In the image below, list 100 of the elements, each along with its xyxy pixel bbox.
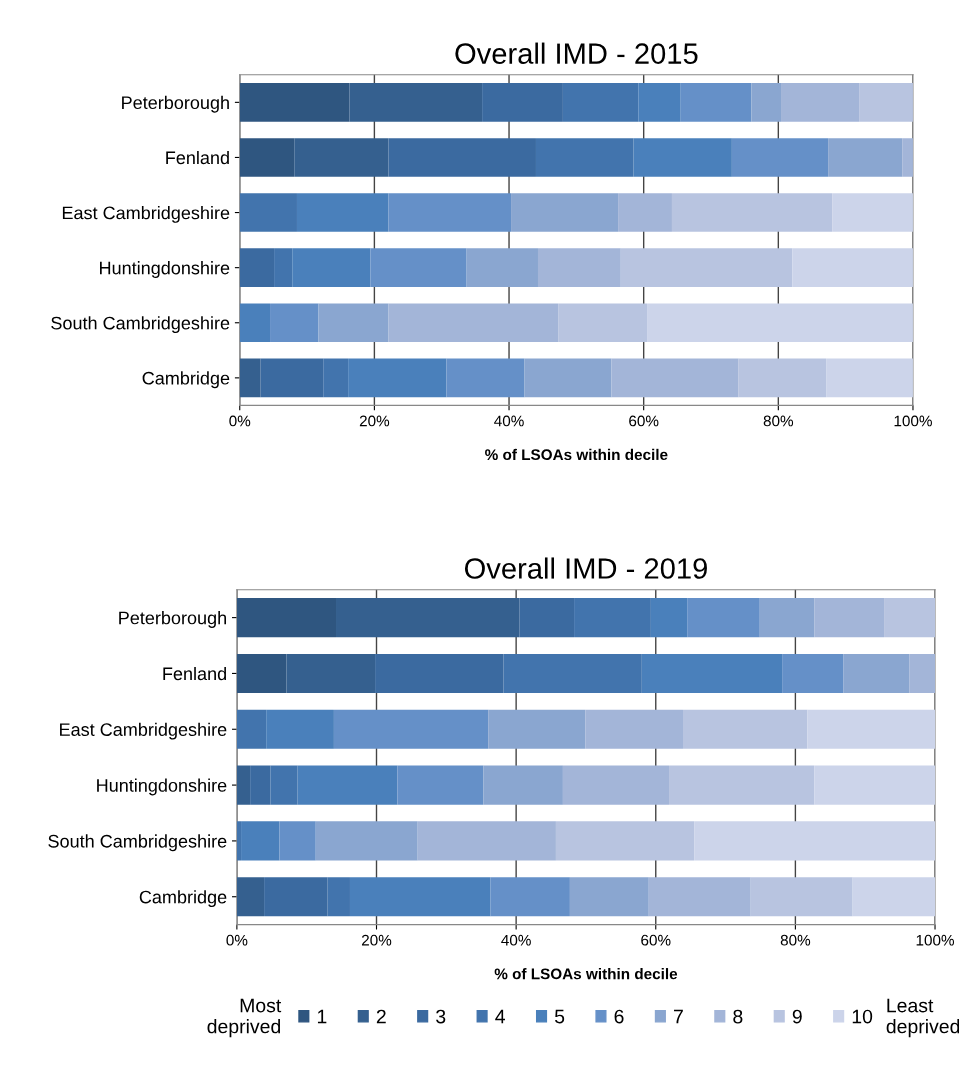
- bar: [618, 193, 672, 232]
- bar: [682, 709, 808, 749]
- text: Least deprived: [886, 998, 959, 1038]
- bar: [270, 303, 319, 343]
- legend-label: 2: [376, 1009, 386, 1024]
- x-tick-label: 20%: [359, 415, 390, 427]
- bar: [323, 358, 349, 398]
- bar: [297, 765, 398, 805]
- bar: [611, 358, 739, 398]
- bar: [852, 877, 936, 917]
- legend-label: 1: [317, 1009, 327, 1024]
- bar: [236, 821, 242, 861]
- bar: [296, 193, 389, 232]
- bar: [638, 83, 681, 122]
- bar: [236, 709, 267, 749]
- bar: [349, 877, 491, 917]
- bar: [241, 821, 280, 861]
- bar: [669, 765, 815, 805]
- bar: [488, 709, 586, 749]
- bar: [759, 598, 815, 638]
- bar: [466, 248, 538, 287]
- bar: [650, 598, 688, 638]
- bar: [239, 83, 350, 122]
- bar: [327, 877, 350, 917]
- x-tick-label: 60%: [629, 415, 659, 427]
- x-tick-label: 40%: [501, 934, 531, 946]
- x-axis-title: % of LSOAs within decile: [494, 968, 678, 980]
- bar: [843, 653, 910, 693]
- bar: [647, 303, 913, 343]
- y-tick-label: Peterborough: [119, 611, 226, 628]
- bar: [388, 303, 559, 343]
- bar: [884, 598, 936, 638]
- bar: [236, 765, 251, 805]
- y-tick-label: Fenland: [163, 666, 226, 681]
- chart-title: Overall IMD - 2015: [455, 42, 698, 64]
- x-tick-label: 0%: [226, 934, 248, 946]
- bar: [239, 193, 297, 232]
- y-tick-label: East Cambridgeshire: [60, 722, 227, 740]
- bar: [279, 821, 316, 861]
- bar: [239, 138, 295, 177]
- x-axis-title: % of LSOAs within decile: [485, 448, 668, 461]
- bar: [336, 598, 520, 638]
- bar: [648, 877, 751, 917]
- x-tick-label: 100%: [916, 934, 955, 946]
- bar: [292, 248, 371, 287]
- bar: [558, 303, 648, 343]
- bar: [569, 877, 649, 917]
- bar: [792, 248, 913, 287]
- bar: [750, 877, 853, 917]
- bar: [236, 877, 265, 917]
- legend-label: 5: [554, 1009, 565, 1024]
- x-tick-label: 100%: [894, 415, 932, 427]
- bar: [633, 138, 732, 177]
- bar: [270, 765, 298, 805]
- x-tick-label: 40%: [494, 415, 524, 427]
- bar: [370, 248, 467, 287]
- bar: [333, 709, 489, 749]
- bar: [814, 598, 885, 638]
- bar: [483, 765, 563, 805]
- bar: [388, 138, 536, 177]
- bar: [671, 193, 833, 232]
- bar: [680, 83, 752, 122]
- bar: [417, 821, 556, 861]
- bar: [349, 83, 483, 122]
- bar: [490, 877, 570, 917]
- bar: [524, 358, 612, 398]
- bar: [375, 653, 504, 693]
- bar: [266, 709, 334, 749]
- bar: [909, 653, 936, 693]
- bar: [239, 303, 271, 343]
- bar: [239, 248, 275, 287]
- y-tick-label: Cambridge: [139, 890, 227, 908]
- x-tick-label: 60%: [641, 934, 671, 946]
- y-tick-label: Peterborough: [122, 95, 229, 113]
- bar: [519, 598, 575, 638]
- bar: [814, 765, 936, 805]
- bar: [562, 83, 639, 122]
- bar: [731, 138, 829, 177]
- bar: [264, 877, 328, 917]
- bar: [902, 138, 913, 177]
- legend-label: 8: [733, 1009, 743, 1024]
- bar: [250, 765, 271, 805]
- bar: [781, 83, 860, 122]
- legend-label: 10: [852, 1009, 873, 1024]
- y-tick-label: South Cambridgeshire: [48, 834, 227, 852]
- bar: [859, 83, 913, 122]
- legend-label: 9: [792, 1009, 802, 1024]
- x-tick-label: 80%: [780, 934, 811, 946]
- bar: [294, 138, 389, 177]
- bar: [286, 653, 376, 693]
- bar: [260, 358, 324, 398]
- bar: [348, 358, 447, 398]
- text: Most deprived: [207, 998, 282, 1038]
- bar: [828, 138, 903, 177]
- bar: [738, 358, 827, 398]
- bar: [537, 248, 621, 287]
- bar: [274, 248, 293, 287]
- legend-label: 4: [495, 1009, 505, 1024]
- x-tick-label: 0%: [229, 415, 251, 427]
- bar: [832, 193, 913, 232]
